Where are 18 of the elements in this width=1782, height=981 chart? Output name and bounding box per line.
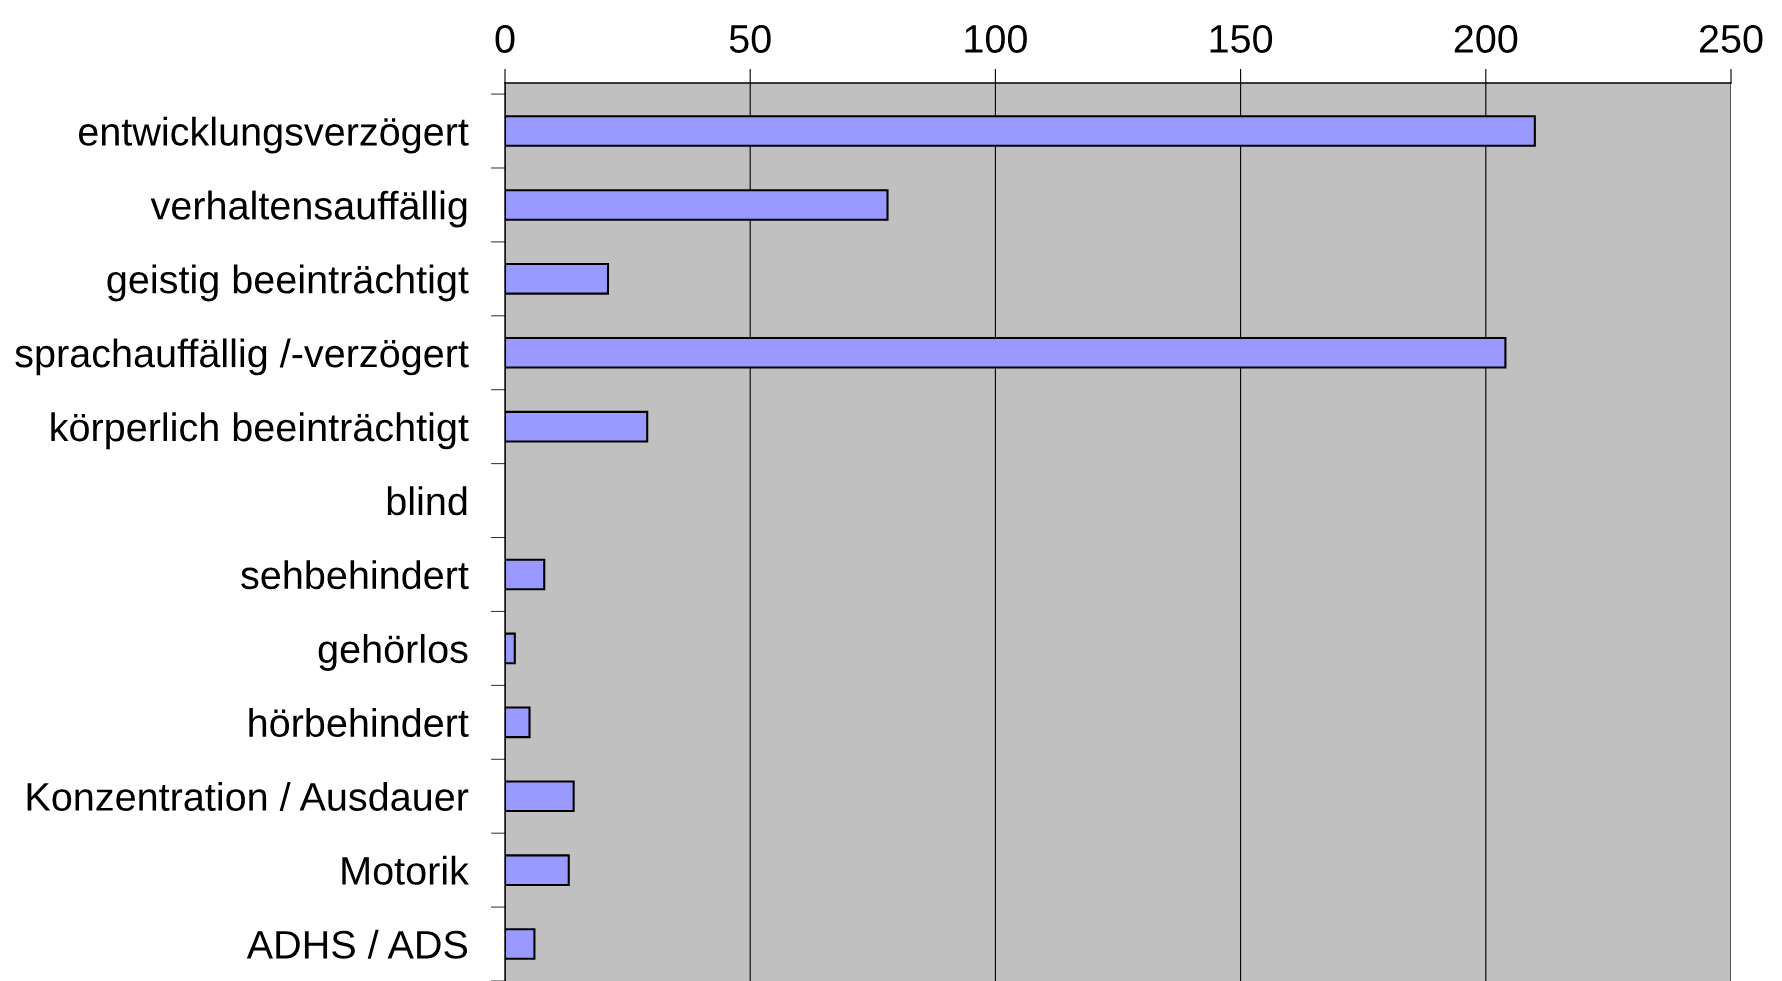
y-tick-label: ADHS / ADS <box>246 929 468 959</box>
y-tick-label: verhaltensauffällig <box>150 190 467 228</box>
x-tick-label: 100 <box>965 24 1027 53</box>
x-tick-label: 0 <box>495 24 515 53</box>
y-tick-label: geistig beeinträchtigt <box>107 264 469 302</box>
x-tick-label: 50 <box>729 24 771 53</box>
y-tick-label: körperlich beeinträchtigt <box>51 412 469 450</box>
y-tick-label: Konzentration / Ausdauer <box>27 781 469 811</box>
x-tick-label: 250 <box>1699 24 1763 53</box>
y-tick-label: entwicklungsverzögert <box>78 116 469 154</box>
y-tick-label: blind <box>387 486 467 516</box>
y-tick-label: Motorik <box>342 855 469 885</box>
y-tick-label: sehbehindert <box>241 560 469 590</box>
y-tick-label: gehörlos <box>318 634 468 671</box>
y-tick-label: sprachauffällig /-verzögert <box>15 338 469 376</box>
y-tick-label: hörbehindert <box>249 707 469 738</box>
x-tick-label: 200 <box>1454 24 1518 53</box>
x-tick-label: 150 <box>1210 24 1273 53</box>
